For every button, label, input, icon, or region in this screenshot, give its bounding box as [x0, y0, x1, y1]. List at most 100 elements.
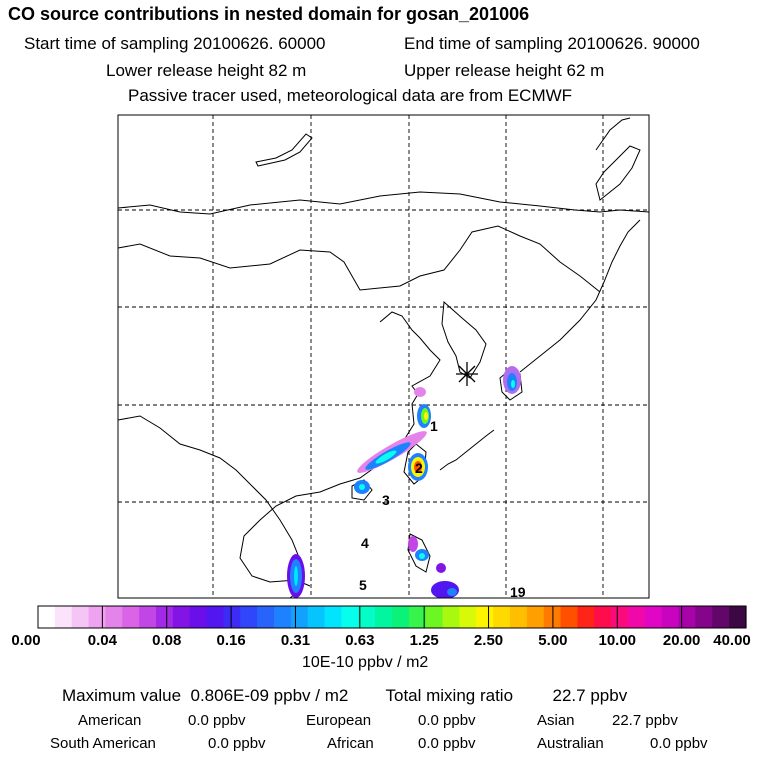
colorbar-swatch	[678, 606, 697, 628]
plume-luzon	[408, 536, 418, 552]
colorbar-tick-label: 5.00	[538, 632, 568, 649]
colorbar-tick-label: 1.25	[409, 632, 439, 649]
region-label-5: 5	[359, 577, 367, 593]
plume-yellow-sea	[414, 387, 426, 397]
region-label-3: 3	[382, 492, 390, 508]
region-label-4: 4	[361, 535, 369, 551]
colorbar-tick-label: 0.04	[87, 632, 117, 649]
colorbar-swatch	[375, 606, 393, 628]
summary-line: Maximum value 0.806E-09 ppbv / m2 Total …	[62, 686, 627, 706]
colorbar-swatch	[644, 606, 663, 628]
colorbar-swatch	[358, 606, 376, 628]
sakhalin	[595, 117, 631, 151]
contrib-region-asian: Asian	[537, 712, 575, 729]
map-frame	[117, 114, 650, 599]
colorbar-swatch	[712, 606, 730, 628]
contrib-value-european: 0.0 ppbv	[418, 712, 476, 729]
lake-baikal	[255, 133, 313, 167]
colorbar-swatch	[122, 606, 140, 628]
coastline-siberia	[118, 191, 649, 215]
colorbar-swatch	[54, 606, 73, 628]
colorbar-swatch	[408, 606, 427, 628]
colorbar-swatch	[729, 606, 747, 628]
colorbar-swatch	[628, 606, 646, 628]
region-label-19: 19	[510, 584, 526, 600]
colorbar-tick-label: 0.00	[11, 632, 41, 649]
colorbar-swatch	[392, 606, 410, 628]
colorbar-swatch	[274, 606, 292, 628]
total-value: 22.7 ppbv	[552, 686, 628, 705]
colorbar-swatch	[526, 606, 545, 628]
colorbar-swatch	[695, 606, 713, 628]
max-label: Maximum value	[62, 686, 182, 705]
ryukyu-islands	[439, 429, 495, 471]
colorbar-swatch	[661, 606, 680, 628]
colorbar-swatch	[425, 606, 444, 628]
colorbar-unit: 10E-10 ppbv / m2	[302, 654, 429, 671]
colorbar-tick-label: 0.16	[216, 632, 246, 649]
colorbar-tick-label: 20.00	[662, 632, 701, 649]
korea-peninsula	[441, 300, 487, 379]
colorbar-swatch	[577, 606, 595, 628]
colorbar-swatch	[223, 606, 241, 628]
colorbar-frame	[37, 605, 747, 629]
contrib-value-african: 0.0 ppbv	[418, 735, 476, 752]
colorbar-swatch	[172, 606, 191, 628]
colorbar-swatch	[290, 606, 309, 628]
colorbar-swatch	[324, 606, 343, 628]
contrib-region-european: European	[306, 712, 372, 729]
contrib-value-australian: 0.0 ppbv	[650, 735, 708, 752]
contrib-value-american: 0.0 ppbv	[188, 712, 246, 729]
colorbar-tick-label: 40.00	[713, 632, 751, 649]
lower-release-height: Lower release height 82 m	[106, 61, 307, 80]
max-value: 0.806E-09 ppbv / m2	[190, 686, 349, 705]
border-mongolia	[118, 225, 601, 293]
luzon	[407, 533, 431, 573]
region-label-2: 2	[415, 460, 423, 476]
contrib-region-australian: Australian	[537, 735, 604, 752]
upper-release-height: Upper release height 62 m	[404, 61, 605, 80]
colorbar-swatch	[240, 606, 258, 628]
colorbar-tick-label: 10.00	[598, 632, 637, 649]
colorbar	[37, 605, 747, 629]
contrib-value-south-american: 0.0 ppbv	[208, 735, 266, 752]
colorbar-tick-label: 2.50	[473, 632, 504, 649]
colorbar-swatch	[38, 606, 56, 628]
japan-hokkaido	[595, 145, 641, 201]
colorbar-swatch	[307, 606, 326, 628]
colorbar-swatch	[510, 606, 528, 628]
colorbar-tick-label: 0.31	[280, 632, 311, 649]
region-label-1: 1	[430, 418, 438, 434]
colorbar-tick-label: 0.08	[152, 632, 182, 649]
colorbar-swatch	[257, 606, 275, 628]
colorbar-swatch	[206, 606, 225, 628]
colorbar-swatch	[139, 606, 157, 628]
colorbar-tick-label: 0.63	[345, 632, 375, 649]
colorbar-swatch	[189, 606, 208, 628]
contrib-region-african: African	[327, 735, 374, 752]
tracer-note: Passive tracer used, meteorological data…	[128, 86, 573, 105]
contrib-region-american: American	[78, 712, 142, 729]
contrib-region-south-american: South American	[50, 735, 156, 752]
colorbar-swatch	[105, 606, 123, 628]
japan-honshu	[519, 219, 641, 373]
colorbar-swatch	[156, 606, 174, 628]
colorbar-swatch	[476, 606, 494, 628]
colorbar-swatch	[560, 606, 579, 628]
indochina	[118, 415, 301, 598]
receptor-asterisk	[456, 362, 478, 386]
colorbar-swatch	[459, 606, 477, 628]
end-time: End time of sampling 20100626. 90000	[404, 34, 700, 53]
colorbar-swatch	[88, 606, 107, 628]
total-label: Total mixing ratio	[385, 686, 514, 705]
colorbar-swatch	[594, 606, 612, 628]
colorbar-swatch	[341, 606, 359, 628]
colorbar-swatch	[71, 606, 90, 628]
contrib-value-asian: 22.7 ppbv	[612, 712, 678, 729]
colorbar-swatch	[611, 606, 629, 628]
colorbar-swatch	[493, 606, 511, 628]
colorbar-swatch	[442, 606, 461, 628]
chart-title: CO source contributions in nested domain…	[8, 4, 530, 24]
start-time: Start time of sampling 20100626. 60000	[24, 34, 326, 53]
